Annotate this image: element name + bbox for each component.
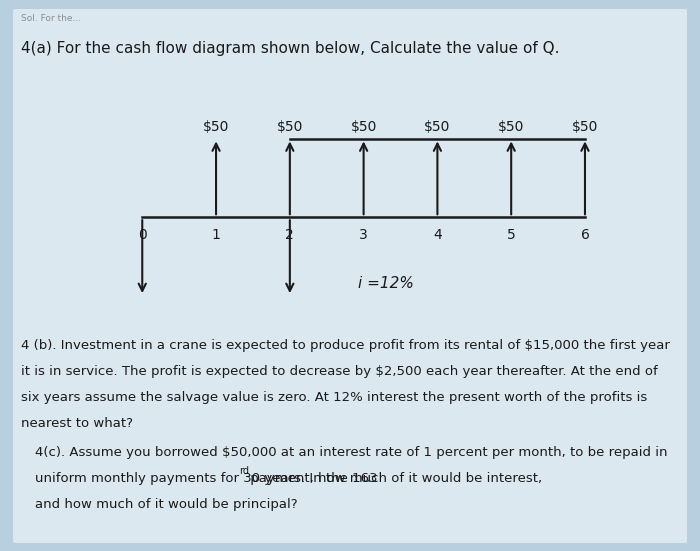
- Text: $50: $50: [351, 120, 377, 134]
- Text: 4 (b). Investment in a crane is expected to produce profit from its rental of $1: 4 (b). Investment in a crane is expected…: [21, 339, 670, 352]
- Text: it is in service. The profit is expected to decrease by $2,500 each year thereaf: it is in service. The profit is expected…: [21, 365, 658, 378]
- Text: 4(a) For the cash flow diagram shown below, Calculate the value of Q.: 4(a) For the cash flow diagram shown bel…: [21, 41, 559, 56]
- Text: 3: 3: [359, 228, 368, 242]
- Text: $50: $50: [203, 120, 229, 134]
- Text: i =12%: i =12%: [358, 276, 414, 291]
- Text: $50: $50: [572, 120, 598, 134]
- Text: rd: rd: [239, 466, 249, 476]
- Text: 4: 4: [433, 228, 442, 242]
- Text: and how much of it would be principal?: and how much of it would be principal?: [35, 498, 298, 511]
- Text: $50: $50: [276, 120, 303, 134]
- Text: nearest to what?: nearest to what?: [21, 417, 133, 430]
- Text: 4(c). Assume you borrowed $50,000 at an interest rate of 1 percent per month, to: 4(c). Assume you borrowed $50,000 at an …: [35, 446, 668, 460]
- Text: Sol. For the...: Sol. For the...: [21, 14, 81, 23]
- Text: 5: 5: [507, 228, 516, 242]
- FancyBboxPatch shape: [13, 9, 687, 543]
- Text: six years assume the salvage value is zero. At 12% interest the present worth of: six years assume the salvage value is ze…: [21, 391, 648, 404]
- Text: $50: $50: [424, 120, 451, 134]
- Text: payment, how much of it would be interest,: payment, how much of it would be interes…: [246, 472, 542, 485]
- Text: $50: $50: [498, 120, 524, 134]
- Text: 2: 2: [286, 228, 294, 242]
- Text: 1: 1: [211, 228, 220, 242]
- Text: 0: 0: [138, 228, 146, 242]
- Text: uniform monthly payments for 30 years. In the 163: uniform monthly payments for 30 years. I…: [35, 472, 377, 485]
- Text: 6: 6: [580, 228, 589, 242]
